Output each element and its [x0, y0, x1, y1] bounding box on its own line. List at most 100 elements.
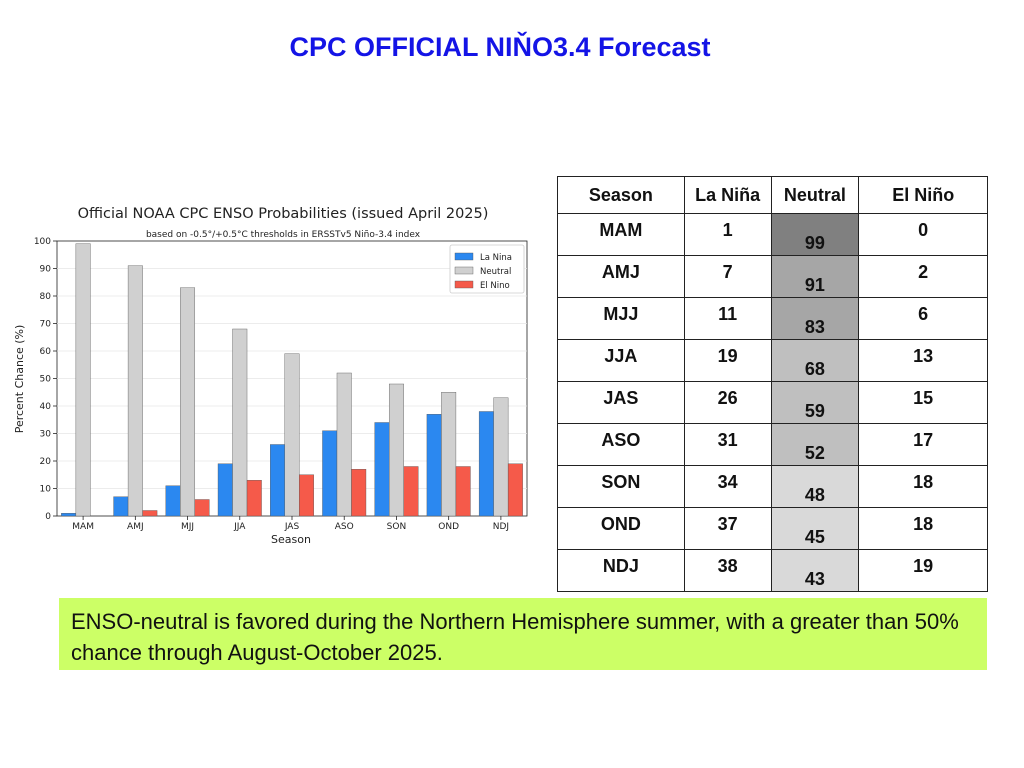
bar-la-nina: [374, 422, 390, 517]
cell-neutral: 45: [770, 507, 860, 550]
bar-neutral: [493, 397, 509, 517]
y-tick-label: 0: [45, 512, 51, 522]
cell-la-nina: 31: [683, 423, 772, 466]
x-tick-label: MJJ: [181, 522, 194, 532]
cell-season: MJJ: [557, 297, 685, 340]
cell-season: MAM: [557, 213, 685, 256]
header-el-nino: El Niño: [858, 176, 988, 214]
bar-el-nino: [299, 474, 314, 517]
cell-neutral: 83: [770, 297, 860, 340]
x-tick-label: NDJ: [493, 522, 509, 532]
y-tick-label: 10: [40, 485, 52, 495]
header-la-nina: La Niña: [683, 176, 772, 214]
legend-label: La Nina: [480, 253, 512, 263]
cell-neutral: 43: [770, 549, 860, 592]
cell-el-nino: 18: [858, 507, 988, 550]
cell-la-nina: 11: [683, 297, 772, 340]
x-axis-label: Season: [271, 533, 311, 546]
cell-el-nino: 15: [858, 381, 988, 424]
cell-el-nino: 19: [858, 549, 988, 592]
table-row: SON 34 48 18: [557, 465, 988, 508]
cell-el-nino: 13: [858, 339, 988, 382]
probability-table: Season La Niña Neutral El Niño MAM 1 99 …: [557, 176, 988, 592]
bar-el-nino: [403, 466, 419, 517]
table-header-row: Season La Niña Neutral El Niño: [557, 176, 988, 214]
cell-neutral: 48: [770, 465, 860, 508]
bar-neutral: [232, 328, 248, 517]
bar-el-nino: [351, 469, 367, 517]
cell-el-nino: 0: [858, 213, 988, 256]
cell-la-nina: 37: [683, 507, 772, 550]
y-tick-label: 100: [34, 237, 51, 247]
y-tick-label: 60: [40, 347, 52, 357]
legend-swatch: [454, 280, 474, 289]
summary-text: ENSO-neutral is favored during the North…: [59, 598, 987, 670]
cell-season: JAS: [557, 381, 685, 424]
cell-season: AMJ: [557, 255, 685, 298]
bar-el-nino: [142, 510, 158, 517]
legend-label: El Nino: [480, 281, 510, 291]
chart-title: Official NOAA CPC ENSO Probabilities (is…: [78, 206, 489, 222]
table-row: MJJ 11 83 6: [557, 297, 988, 340]
bar-la-nina: [217, 463, 233, 517]
cell-la-nina: 1: [683, 213, 772, 256]
y-axis-label: Percent Chance (%): [13, 325, 26, 434]
x-tick-label: ASO: [335, 522, 354, 532]
x-tick-label: AMJ: [127, 522, 144, 532]
table-row: MAM 1 99 0: [557, 213, 988, 256]
cell-la-nina: 7: [683, 255, 772, 298]
bar-neutral: [180, 287, 196, 517]
cell-season: NDJ: [557, 549, 685, 592]
bar-el-nino: [507, 463, 523, 517]
bar-la-nina: [270, 444, 285, 517]
cell-season: SON: [557, 465, 685, 508]
header-season: Season: [557, 176, 685, 214]
bar-neutral: [75, 243, 91, 517]
cell-la-nina: 19: [683, 339, 772, 382]
chart-subtitle: based on -0.5°/+0.5°C thresholds in ERSS…: [146, 230, 421, 240]
bar-el-nino: [246, 480, 262, 517]
y-tick-label: 20: [40, 457, 52, 467]
cell-el-nino: 18: [858, 465, 988, 508]
bar-neutral: [336, 372, 352, 517]
bar-neutral: [284, 353, 300, 517]
y-tick-label: 80: [40, 292, 52, 302]
header-neutral: Neutral: [770, 176, 860, 214]
cell-neutral: 68: [770, 339, 860, 382]
x-axis: MAM AMJ MJJ JJA JAS ASO SON OND NDJ: [72, 516, 509, 532]
bar-la-nina: [478, 411, 494, 517]
cell-neutral: 52: [770, 423, 860, 466]
bar-la-nina: [426, 414, 442, 517]
legend-swatch: [454, 252, 474, 261]
cell-el-nino: 2: [858, 255, 988, 298]
table-row: AMJ 7 91 2: [557, 255, 988, 298]
cell-season: ASO: [557, 423, 685, 466]
bar-el-nino: [194, 499, 210, 517]
y-axis: 0 10 20 30 40 50 60 70 80 90 100: [34, 237, 57, 522]
table-row: OND 37 45 18: [557, 507, 988, 550]
y-tick-label: 40: [40, 402, 52, 412]
y-tick-label: 70: [40, 320, 52, 330]
bar-la-nina: [165, 485, 181, 517]
enso-probability-chart: Official NOAA CPC ENSO Probabilities (is…: [13, 206, 528, 546]
cell-la-nina: 34: [683, 465, 772, 508]
legend-swatch: [454, 266, 474, 275]
y-tick-label: 90: [40, 265, 52, 275]
cell-neutral: 99: [770, 213, 860, 256]
bar-la-nina: [61, 513, 77, 517]
x-tick-label: SON: [387, 522, 407, 532]
x-tick-label: JAS: [284, 522, 300, 532]
legend-label: Neutral: [480, 267, 511, 277]
slide-title: CPC OFFICIAL NIŇO3.4 Forecast: [289, 32, 711, 62]
bar-el-nino: [455, 466, 471, 517]
bar-neutral: [441, 392, 457, 517]
cell-el-nino: 17: [858, 423, 988, 466]
bars: [61, 243, 523, 517]
cell-season: JJA: [557, 339, 685, 382]
cell-la-nina: 26: [683, 381, 772, 424]
chart-legend: La Nina Neutral El Nino: [449, 244, 525, 294]
cell-neutral: 59: [770, 381, 860, 424]
y-tick-label: 50: [40, 375, 52, 385]
cell-season: OND: [557, 507, 685, 550]
y-tick-label: 30: [40, 430, 52, 440]
